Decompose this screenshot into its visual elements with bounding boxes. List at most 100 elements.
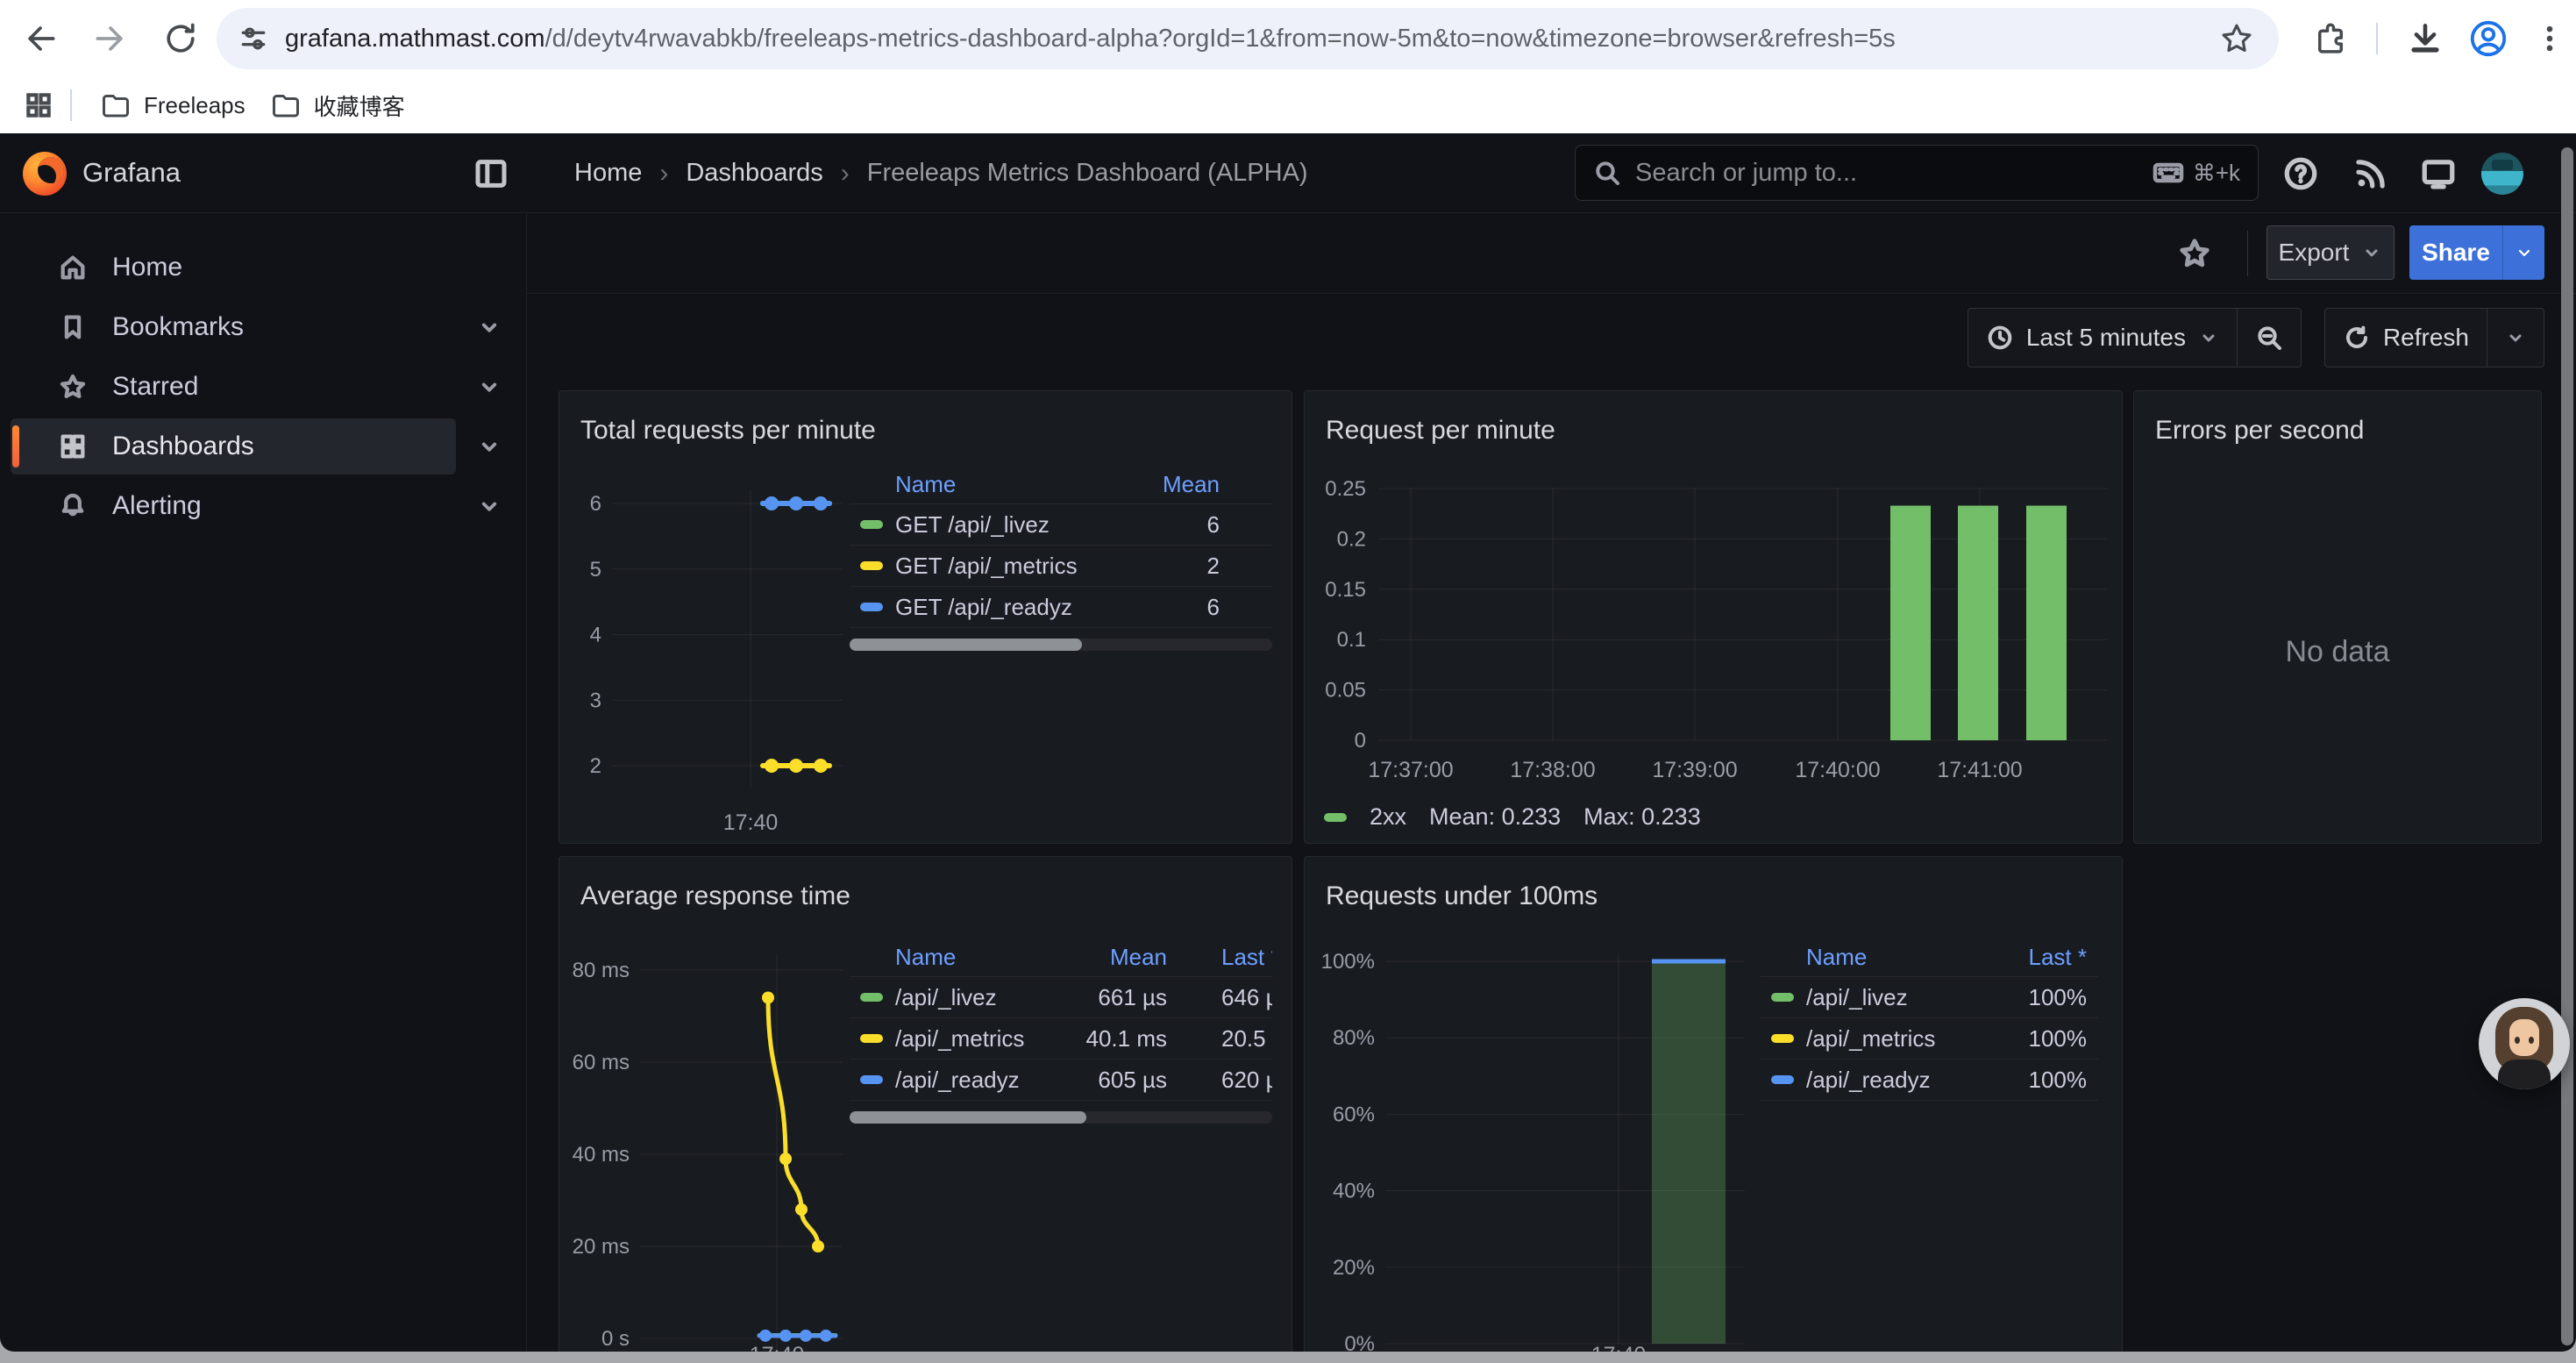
series-name: /api/_readyz [1806, 1067, 1973, 1094]
sidebar-item-label: Starred [112, 372, 198, 402]
sidebar-item-starred[interactable]: Starred [11, 359, 456, 415]
legend-row[interactable]: /api/_livez100% [1761, 976, 2098, 1017]
folder-icon [100, 89, 132, 121]
series-swatch [860, 1075, 883, 1084]
sidebar-item-home[interactable]: Home [11, 239, 456, 296]
legend-scrollbar[interactable] [850, 639, 1272, 651]
legend-scrollbar[interactable] [850, 1111, 1272, 1124]
share-button-group: Share [2409, 225, 2544, 280]
series-value: 100% [1973, 1067, 2087, 1094]
panel-avg-response-time: Average response time 80 ms60 ms40 ms20 … [559, 856, 1292, 1352]
monitor-icon[interactable] [2418, 153, 2459, 194]
series-name: /api/_metrics [1806, 1025, 1973, 1053]
refresh-interval-dropdown[interactable] [2487, 309, 2544, 367]
bell-icon [58, 491, 88, 521]
dashboard-main: Export Share Last 5 minutes [527, 213, 2576, 1352]
star-icon [58, 372, 88, 402]
panel-title[interactable]: Requests under 100ms [1326, 881, 1598, 911]
legend-row[interactable]: /api/_metrics40.1 ms20.5 ms [850, 1017, 1272, 1059]
search-icon [1593, 159, 1621, 187]
bookmark-star-icon[interactable] [2216, 18, 2258, 60]
panel-title[interactable]: Average response time [580, 881, 850, 911]
site-settings-icon[interactable] [232, 18, 274, 60]
browser-toolbar: grafana.mathmast.com/d/deytv4rwavabkb/fr… [0, 0, 2576, 77]
breadcrumb-home[interactable]: Home [574, 159, 642, 188]
panel-title[interactable]: Request per minute [1326, 416, 1555, 446]
extensions-icon[interactable] [2309, 18, 2352, 60]
legend-row[interactable]: GET /api/_readyz6 [850, 586, 1272, 627]
refresh-icon [2343, 324, 2371, 352]
share-button[interactable]: Share [2409, 225, 2502, 280]
chevron-down-icon[interactable] [473, 371, 505, 403]
sidebar-item-alerting[interactable]: Alerting [11, 478, 456, 534]
news-rss-icon[interactable] [2351, 153, 2391, 194]
legend-row[interactable]: GET /api/_metrics2 [850, 545, 1272, 586]
assistant-avatar[interactable] [2479, 998, 2570, 1089]
dashboards-icon [58, 432, 88, 461]
bookmark-folder-blogs[interactable]: 收藏博客 [258, 82, 417, 129]
legend-2xx[interactable]: 2xx Mean: 0.233 Max: 0.233 [1324, 803, 1701, 831]
sidebar-item-dashboards[interactable]: Dashboards [11, 418, 456, 475]
bookmarks-divider [70, 89, 72, 121]
page-scrollbar[interactable] [2561, 147, 2573, 1345]
series-swatch [1771, 1075, 1794, 1084]
legend-row[interactable]: /api/_readyz100% [1761, 1059, 2098, 1100]
breadcrumb-separator: › [659, 159, 668, 189]
forward-icon[interactable] [89, 18, 132, 60]
svg-text:17:40: 17:40 [1591, 1343, 1647, 1352]
browser-menu-icon[interactable] [2529, 18, 2571, 60]
sidebar-item-label: Dashboards [112, 432, 254, 461]
sidebar-toggle-icon[interactable] [473, 156, 509, 191]
profile-icon[interactable] [2467, 18, 2509, 60]
chevron-down-icon [2505, 327, 2526, 348]
grafana-header: Grafana Home › Dashboards › Freeleaps Me… [0, 133, 2576, 213]
legend-header: NameMean [850, 465, 1272, 503]
bookmark-folder-freeleaps[interactable]: Freeleaps [88, 82, 258, 128]
refresh-group: Refresh [2324, 308, 2544, 368]
sidebar-item-bookmarks[interactable]: Bookmarks [11, 299, 456, 355]
avg-response-chart[interactable]: 80 ms60 ms40 ms20 ms0 s17:40 [568, 943, 850, 1352]
total-requests-chart[interactable]: 6543217:40 [568, 479, 850, 840]
zoom-out-button[interactable] [2237, 309, 2301, 367]
legend-row[interactable]: /api/_metrics100% [1761, 1017, 2098, 1059]
apps-grid-icon[interactable] [18, 84, 60, 126]
panel-title[interactable]: Total requests per minute [580, 416, 876, 446]
reload-icon[interactable] [160, 18, 202, 60]
grafana-logo[interactable] [23, 152, 67, 196]
favorite-star-icon[interactable] [2174, 232, 2216, 275]
chevron-down-icon[interactable] [473, 311, 505, 343]
series-swatch [1771, 993, 1794, 1002]
series-name: GET /api/_readyz [895, 594, 1106, 621]
export-button[interactable]: Export [2266, 225, 2395, 280]
breadcrumb-dashboards[interactable]: Dashboards [686, 159, 822, 188]
chevron-down-icon[interactable] [473, 490, 505, 522]
back-icon[interactable] [19, 18, 61, 60]
panel-title[interactable]: Errors per second [2155, 416, 2364, 446]
share-dropdown-button[interactable] [2502, 225, 2544, 280]
legend-table: NameMeanGET /api/_livez6GET /api/_metric… [850, 465, 1272, 651]
request-per-minute-chart[interactable]: 0.250.20.150.10.05017:37:0017:38:0017:39… [1313, 477, 2115, 795]
chevron-down-icon[interactable] [473, 431, 505, 462]
time-range-picker[interactable]: Last 5 minutes [1968, 309, 2237, 367]
refresh-button[interactable]: Refresh [2325, 309, 2487, 367]
legend-row[interactable]: /api/_readyz605 µs620 µs [850, 1059, 1272, 1100]
svg-text:20 ms: 20 ms [573, 1235, 630, 1259]
download-icon[interactable] [2404, 18, 2446, 60]
breadcrumb-separator: › [841, 159, 850, 189]
user-avatar[interactable] [2481, 153, 2523, 195]
bookmark-label: Freeleaps [144, 92, 246, 119]
search-input[interactable]: Search or jump to... ⌘+k [1575, 145, 2259, 201]
series-name: /api/_livez [1806, 984, 1973, 1011]
series-value: 661 µs [1071, 984, 1167, 1011]
legend-row[interactable]: /api/_livez661 µs646 µs [850, 976, 1272, 1017]
svg-text:17:40: 17:40 [750, 1343, 805, 1352]
legend-header: NameLast * [1761, 938, 2098, 976]
url-text: grafana.mathmast.com/d/deytv4rwavabkb/fr… [285, 25, 2216, 54]
help-icon[interactable] [2281, 153, 2321, 194]
svg-text:2: 2 [590, 754, 601, 778]
series-name: 2xx [1370, 803, 1406, 831]
chevron-down-icon [2198, 327, 2219, 348]
grafana-brand: Grafana [82, 157, 181, 189]
legend-row[interactable]: GET /api/_livez6 [850, 503, 1272, 545]
address-bar[interactable]: grafana.mathmast.com/d/deytv4rwavabkb/fr… [217, 8, 2279, 69]
